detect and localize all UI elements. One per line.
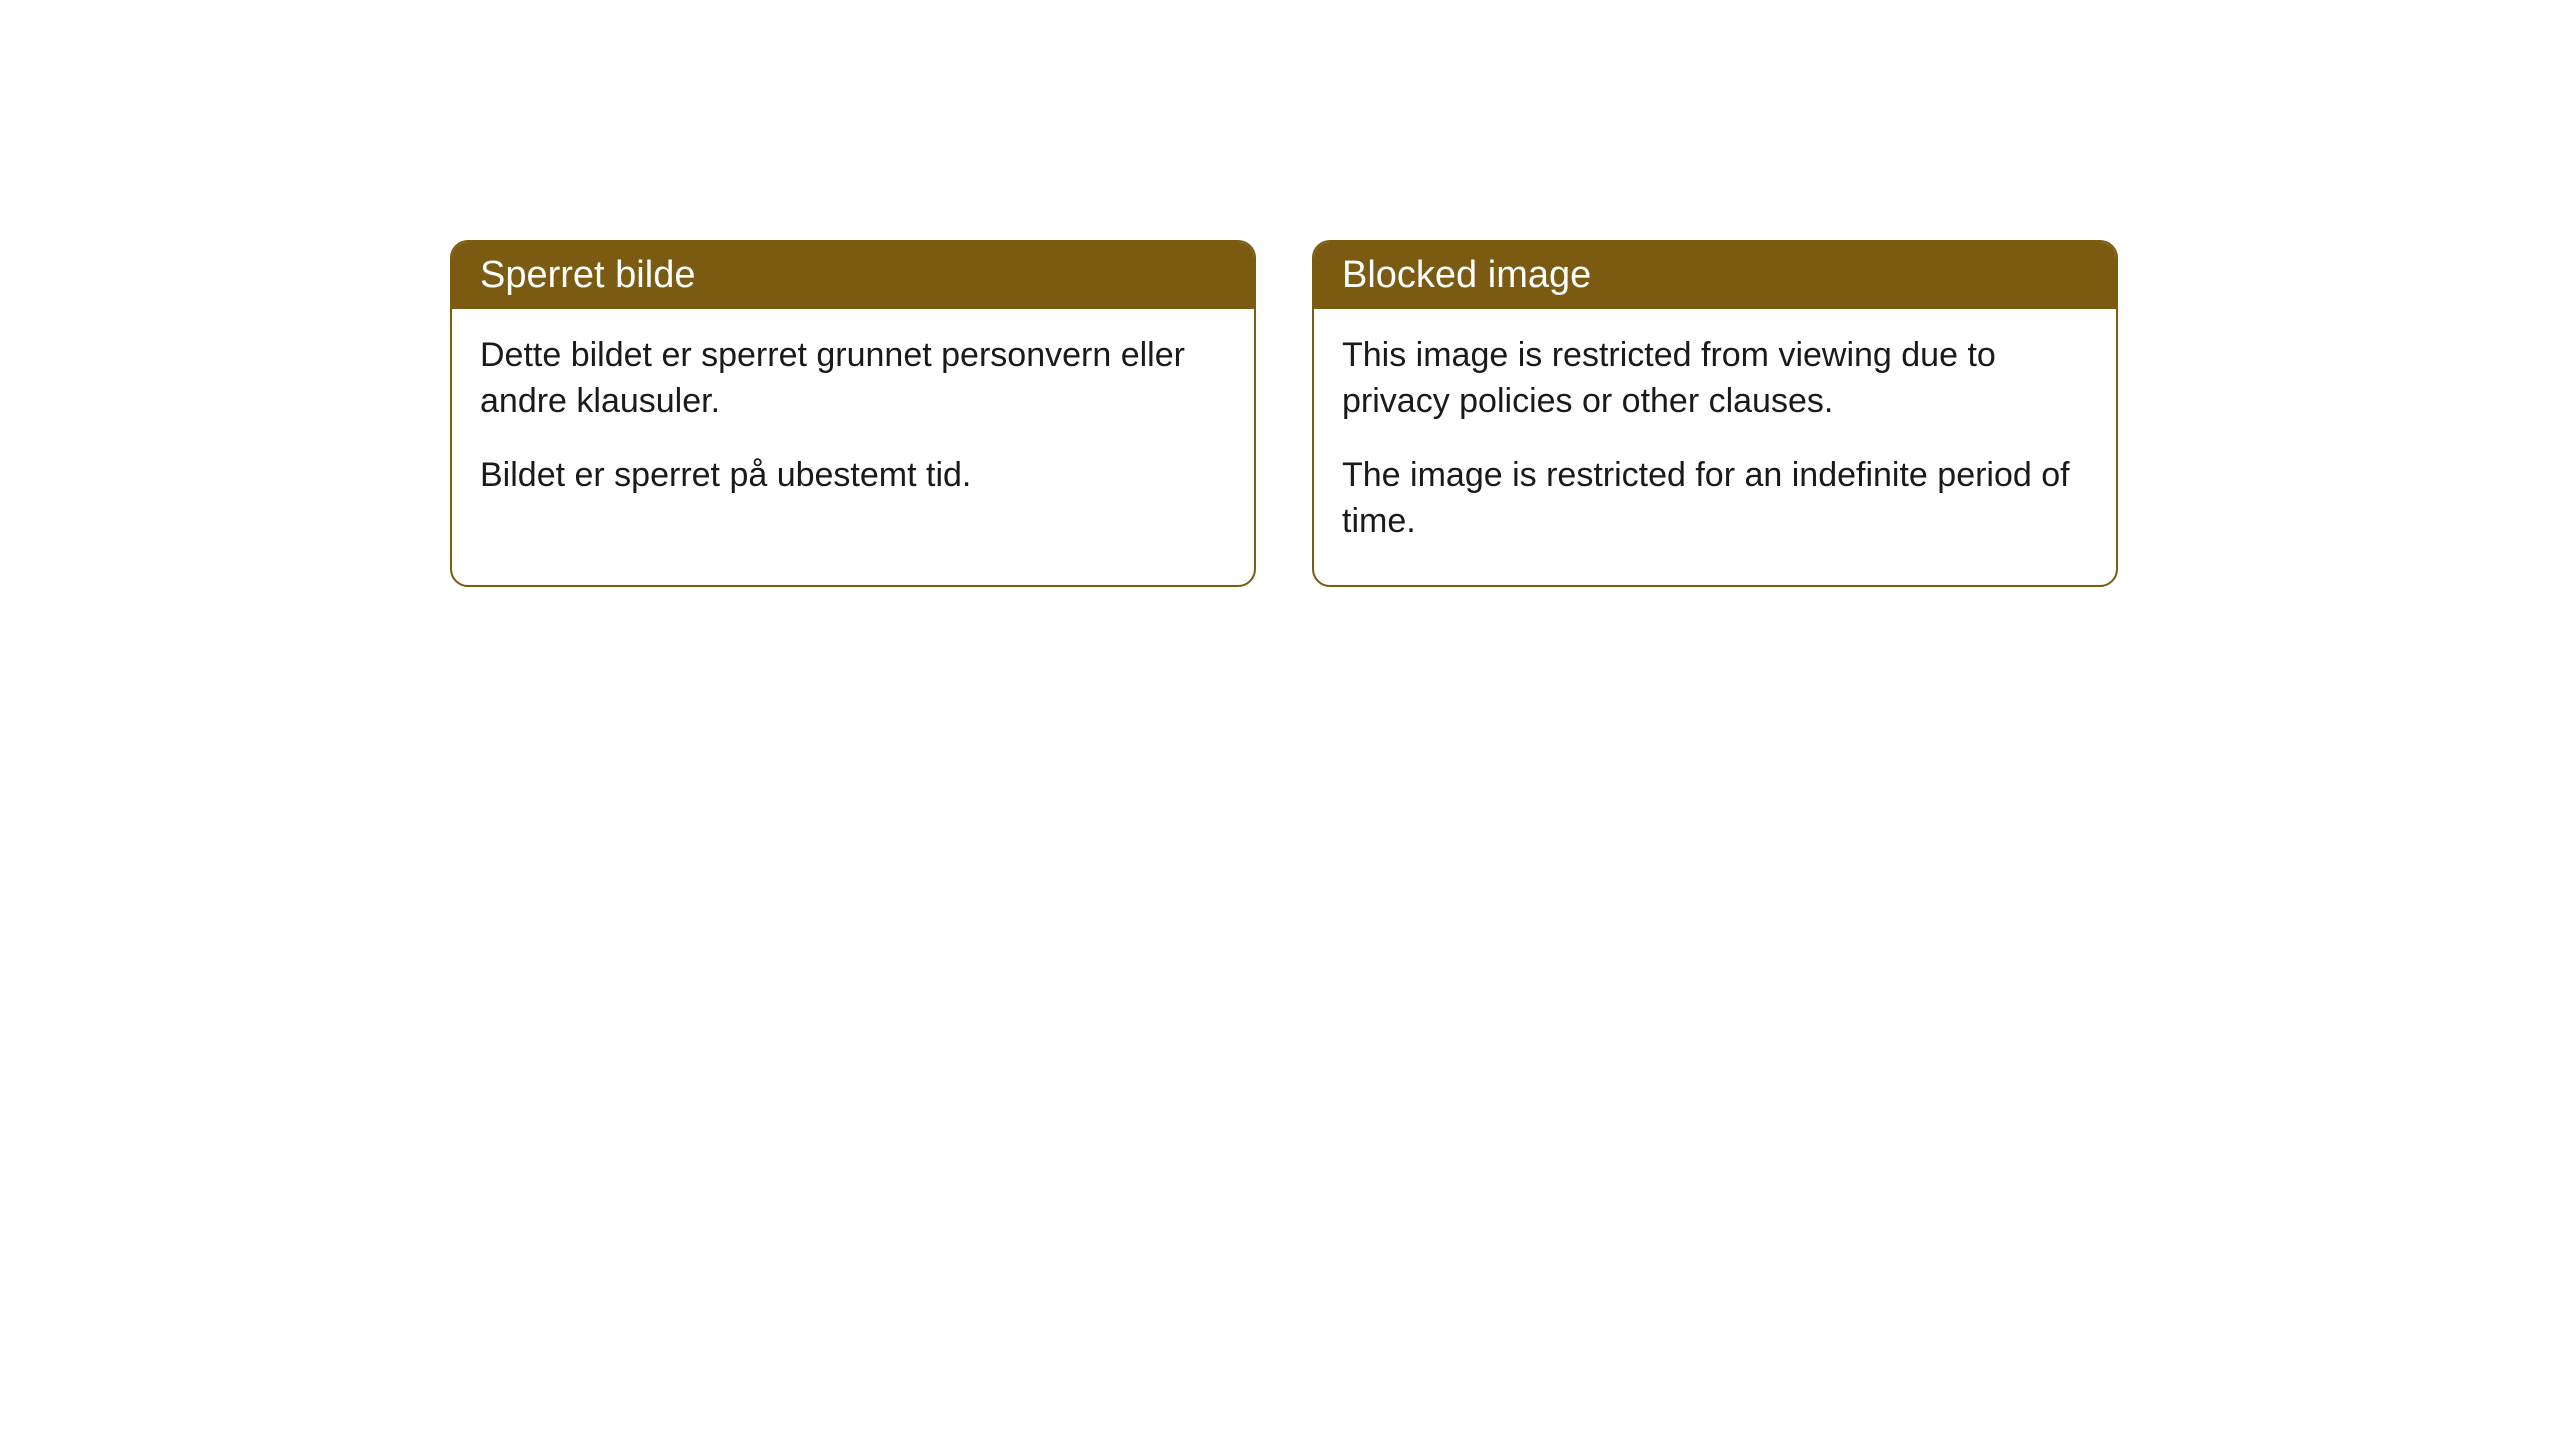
blocked-image-card-no: Sperret bilde Dette bildet er sperret gr… [450, 240, 1256, 587]
card-header-en: Blocked image [1314, 242, 2116, 309]
card-text-no-2: Bildet er sperret på ubestemt tid. [480, 453, 1226, 499]
blocked-image-card-en: Blocked image This image is restricted f… [1312, 240, 2118, 587]
cards-container: Sperret bilde Dette bildet er sperret gr… [0, 0, 2560, 587]
card-title-no: Sperret bilde [480, 254, 695, 296]
card-text-en-1: This image is restricted from viewing du… [1342, 333, 2088, 425]
card-body-en: This image is restricted from viewing du… [1314, 309, 2116, 585]
card-title-en: Blocked image [1342, 254, 1591, 296]
card-header-no: Sperret bilde [452, 242, 1254, 309]
card-text-no-1: Dette bildet er sperret grunnet personve… [480, 333, 1226, 425]
card-text-en-2: The image is restricted for an indefinit… [1342, 453, 2088, 545]
card-body-no: Dette bildet er sperret grunnet personve… [452, 309, 1254, 539]
